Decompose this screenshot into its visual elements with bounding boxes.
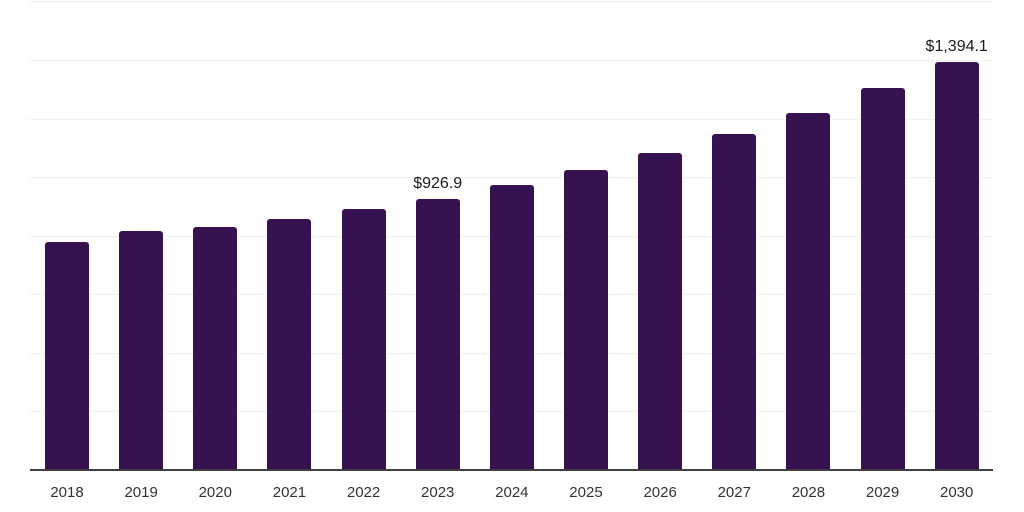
bar-2029 [860, 88, 905, 470]
x-tick-label-2027: 2027 [717, 484, 751, 501]
value-label-2030: $1,394.1 [925, 37, 988, 55]
x-tick-label-2021: 2021 [272, 484, 307, 501]
gridline [30, 59, 993, 61]
x-tick-label-2019: 2019 [124, 484, 158, 501]
x-tick-label-2020: 2020 [198, 484, 232, 501]
x-tick-label-2028: 2028 [791, 484, 826, 501]
bar-2024 [489, 185, 534, 470]
bar-2022 [341, 209, 386, 470]
bar-2026 [638, 153, 683, 470]
bar-2027 [712, 134, 757, 470]
bar-2019 [119, 231, 164, 470]
bar-2021 [267, 219, 312, 470]
bar-2018 [45, 241, 89, 470]
gridline [30, 1, 993, 3]
bar-2023 [415, 198, 460, 470]
x-tick-label-2030: 2030 [940, 484, 974, 501]
x-axis-line [30, 469, 993, 471]
bar-2028 [786, 112, 831, 470]
gridline [30, 118, 993, 120]
gridline [30, 177, 993, 179]
x-tick-label-2022: 2022 [346, 484, 381, 501]
bar-2025 [563, 170, 608, 470]
bar-2030 [934, 61, 979, 470]
x-tick-label-2024: 2024 [495, 484, 529, 501]
bar-2020 [193, 226, 238, 470]
x-tick-label-2018: 2018 [50, 484, 84, 501]
x-tick-label-2023: 2023 [421, 484, 455, 501]
x-tick-label-2025: 2025 [569, 484, 603, 501]
x-tick-label-2029: 2029 [865, 484, 900, 501]
x-tick-label-2026: 2026 [643, 484, 677, 501]
value-label-2023: $926.9 [413, 174, 463, 192]
